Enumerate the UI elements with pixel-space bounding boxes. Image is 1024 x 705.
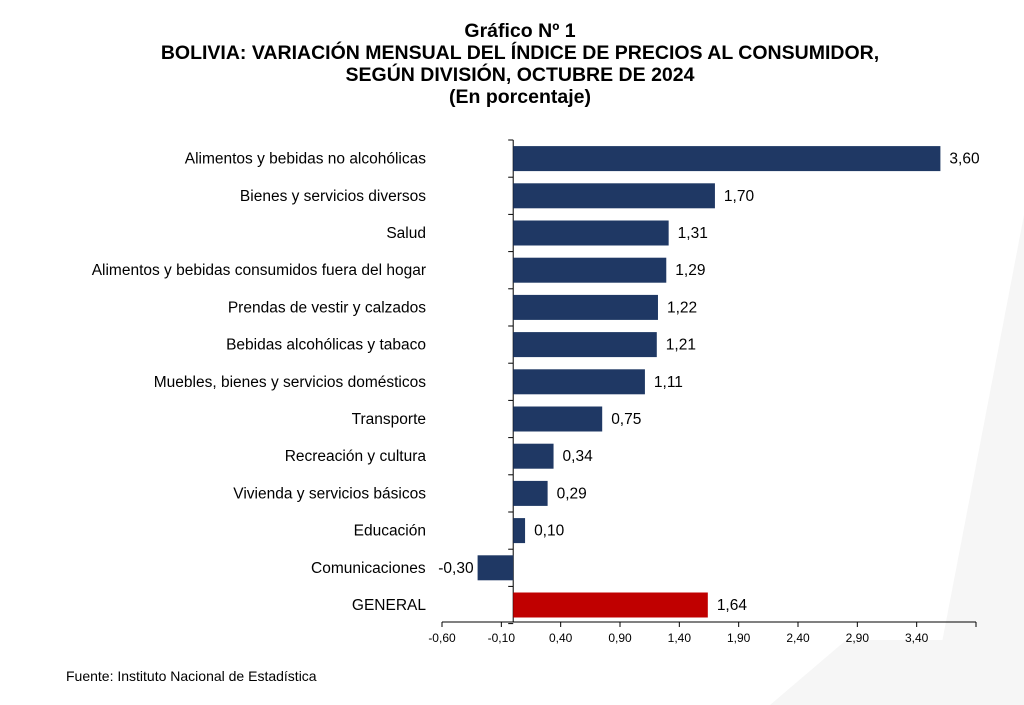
chart-title-line-3: SEGÚN DIVISIÓN, OCTUBRE DE 2024	[345, 64, 695, 86]
bar	[513, 518, 526, 544]
category-label: Comunicaciones	[311, 560, 426, 577]
bar	[513, 183, 715, 209]
source-note: Fuente: Instituto Nacional de Estadístic…	[66, 668, 317, 684]
value-tick-label: 1,90	[727, 631, 751, 645]
bar	[513, 257, 667, 283]
value-label: 1,70	[724, 188, 755, 205]
value-tick-label: 2,40	[786, 631, 810, 645]
bar	[513, 220, 669, 246]
category-label: Vivienda y servicios básicos	[233, 485, 426, 502]
bar	[513, 406, 603, 432]
value-label: 1,22	[667, 299, 697, 316]
value-label: 0,10	[534, 523, 565, 540]
value-label: 1,64	[717, 597, 748, 614]
value-label: 3,60	[949, 151, 980, 168]
value-tick-label: 1,40	[668, 631, 692, 645]
category-label: Salud	[386, 225, 426, 242]
bar	[513, 332, 657, 358]
value-label: 1,21	[666, 337, 696, 354]
category-label: Prendas de vestir y calzados	[228, 299, 426, 316]
category-label: Alimentos y bebidas no alcohólicas	[185, 151, 426, 168]
chart-title: Gráfico Nº 1 BOLIVIA: VARIACIÓN MENSUAL …	[0, 20, 1024, 108]
category-label: Alimentos y bebidas consumidos fuera del…	[92, 262, 426, 279]
category-label: Transporte	[352, 411, 426, 428]
value-tick-label: 2,90	[846, 631, 870, 645]
chart-subtitle: (En porcentaje)	[449, 86, 591, 108]
category-label: Educación	[354, 523, 426, 540]
bar	[513, 294, 658, 320]
value-tick-label: -0,60	[428, 631, 456, 645]
bar	[513, 480, 548, 506]
category-label: Muebles, bienes y servicios domésticos	[154, 374, 426, 391]
value-label: 0,34	[563, 448, 594, 465]
bar	[513, 443, 554, 469]
value-tick-label: 0,90	[608, 631, 632, 645]
value-tick-label: 0,40	[549, 631, 573, 645]
value-label: 0,75	[611, 411, 641, 428]
value-tick-label: -0,10	[488, 631, 516, 645]
chart-title-line-1: Gráfico Nº 1	[464, 20, 576, 42]
value-label: 1,11	[654, 374, 683, 391]
value-label: 1,29	[675, 262, 705, 279]
category-label: GENERAL	[352, 597, 426, 614]
bar	[477, 555, 514, 581]
value-label: 0,29	[557, 485, 587, 502]
category-label: Bebidas alcohólicas y tabaco	[226, 337, 426, 354]
bar	[513, 592, 708, 618]
bar	[513, 369, 645, 395]
value-label: 1,31	[678, 225, 708, 242]
chart-title-line-2: BOLIVIA: VARIACIÓN MENSUAL DEL ÍNDICE DE…	[160, 42, 880, 64]
bar	[513, 146, 941, 172]
value-label: -0,30	[438, 560, 474, 577]
category-label: Bienes y servicios diversos	[240, 188, 426, 205]
category-label: Recreación y cultura	[285, 448, 427, 465]
value-tick-label: 3,40	[905, 631, 929, 645]
